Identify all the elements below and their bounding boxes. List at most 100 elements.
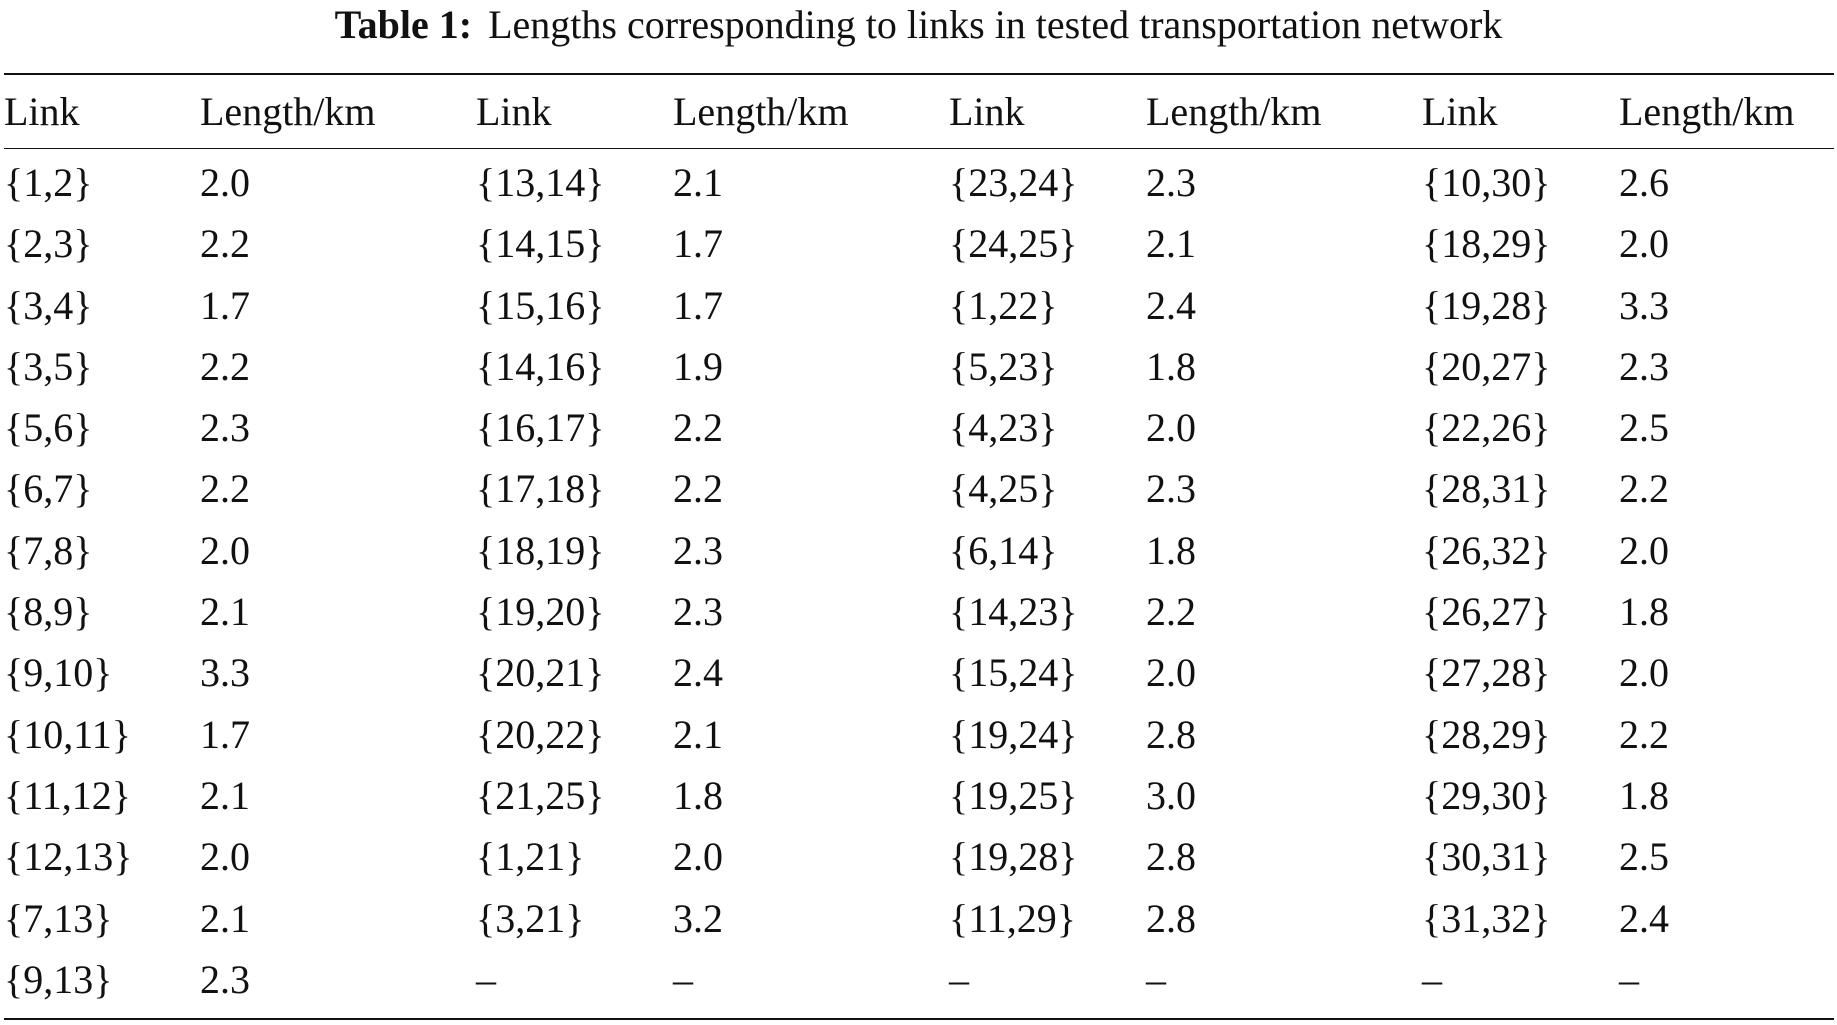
length-cell: 2.2 — [200, 466, 250, 512]
length-cell: 2.2 — [1619, 711, 1669, 757]
length-cell: 2.0 — [1619, 527, 1669, 573]
link-cell: {7,13} — [4, 895, 113, 941]
length-cell: 2.1 — [673, 160, 723, 205]
length-cell: 2.3 — [1146, 160, 1196, 205]
link-cell: – — [1422, 956, 1442, 1002]
link-cell: {6,7} — [4, 466, 93, 512]
table-row: {5,6} 2.3 {16,17} 2.2 {4,23} 2.0 {22,26} 2.5 — [4, 397, 1834, 458]
link-cell: {23,24} — [949, 160, 1078, 205]
link-cell: {1,21} — [476, 834, 585, 880]
link-cell: {20,22} — [476, 711, 605, 757]
link-length-table: Link Length/km Link Length/km Link Lengt… — [4, 75, 1834, 1010]
link-cell: {10,11} — [4, 711, 131, 757]
link-cell: {20,27} — [1422, 343, 1551, 389]
table-header-row: Link Length/km Link Length/km Link Lengt… — [4, 75, 1834, 148]
link-cell: {5,6} — [4, 405, 93, 451]
length-cell: 2.0 — [1146, 650, 1196, 696]
link-cell: {19,20} — [476, 589, 605, 635]
link-cell: {4,23} — [949, 405, 1058, 451]
length-cell: 1.7 — [673, 282, 723, 328]
length-cell: 1.8 — [1619, 772, 1669, 818]
table-row: {3,5} 2.2 {14,16} 1.9 {5,23} 1.8 {20,27} 2.3 — [4, 336, 1834, 397]
table-caption-text: Lengths corresponding to links in tested… — [488, 2, 1503, 47]
length-cell: 2.0 — [200, 527, 250, 573]
table-row: {9,13} 2.3 – – – – – – — [4, 949, 1834, 1010]
length-cell: 1.8 — [1146, 527, 1196, 573]
table-caption-label: Table 1: — [334, 2, 473, 47]
length-cell: 3.2 — [673, 895, 723, 941]
length-cell: 2.2 — [1146, 589, 1196, 635]
link-cell: {28,29} — [1422, 711, 1551, 757]
length-cell: 2.5 — [1619, 405, 1669, 451]
length-cell: 2.2 — [200, 221, 250, 267]
table-row: {11,12} 2.1 {21,25} 1.8 {19,25} 3.0 {29,30} 1.8 — [4, 765, 1834, 826]
length-cell: – — [1146, 956, 1166, 1002]
column-header: Link — [949, 89, 1025, 134]
length-cell: 2.4 — [1146, 282, 1196, 328]
table-body: {1,2} 2.0 {13,14} 2.1 {23,24} 2.3 {10,30} 2.6 {2… — [4, 148, 1834, 1010]
length-cell: 1.7 — [200, 282, 250, 328]
length-cell: 2.1 — [673, 711, 723, 757]
link-cell: {31,32} — [1422, 895, 1551, 941]
link-cell: {9,13} — [4, 956, 113, 1002]
link-cell: {18,29} — [1422, 221, 1551, 267]
link-cell: {2,3} — [4, 221, 93, 267]
length-cell: 2.4 — [673, 650, 723, 696]
link-cell: {26,32} — [1422, 527, 1551, 573]
link-cell: {20,21} — [476, 650, 605, 696]
link-cell: {9,10} — [4, 650, 113, 696]
link-cell: {1,2} — [4, 160, 93, 205]
link-cell: {3,21} — [476, 895, 585, 941]
table-top-rule — [4, 73, 1834, 75]
length-cell: 2.8 — [1146, 711, 1196, 757]
length-cell: 2.3 — [200, 956, 250, 1002]
length-cell: 2.0 — [673, 834, 723, 880]
length-cell: 2.2 — [673, 405, 723, 451]
link-cell: {19,28} — [949, 834, 1078, 880]
length-cell: – — [1619, 956, 1639, 1002]
table-caption: Table 1: Lengths corresponding to links i… — [0, 0, 1837, 50]
link-cell: {18,19} — [476, 527, 605, 573]
length-cell: 2.2 — [200, 343, 250, 389]
link-cell: {15,16} — [476, 282, 605, 328]
column-header: Link — [4, 89, 80, 134]
link-cell: {28,31} — [1422, 466, 1551, 512]
table-header-rule — [4, 148, 1834, 149]
link-cell: {26,27} — [1422, 589, 1551, 635]
length-cell: 2.2 — [1619, 466, 1669, 512]
link-cell: {17,18} — [476, 466, 605, 512]
link-cell: {4,25} — [949, 466, 1058, 512]
length-cell: 2.0 — [1619, 221, 1669, 267]
link-cell: – — [949, 956, 969, 1002]
link-cell: {5,23} — [949, 343, 1058, 389]
link-cell: {3,4} — [4, 282, 93, 328]
length-cell: 2.5 — [1619, 834, 1669, 880]
length-cell: 2.8 — [1146, 895, 1196, 941]
link-cell: {15,24} — [949, 650, 1078, 696]
table-row: {10,11} 1.7 {20,22} 2.1 {19,24} 2.8 {28,29} 2.2 — [4, 704, 1834, 765]
length-cell: 3.3 — [1619, 282, 1669, 328]
length-cell: 2.2 — [673, 466, 723, 512]
link-cell: – — [476, 956, 496, 1002]
link-cell: {7,8} — [4, 527, 93, 573]
link-cell: {13,14} — [476, 160, 605, 205]
column-header: Link — [1422, 89, 1498, 134]
length-cell: 1.7 — [673, 221, 723, 267]
link-cell: {22,26} — [1422, 405, 1551, 451]
link-cell: {29,30} — [1422, 772, 1551, 818]
column-header: Length/km — [673, 89, 849, 134]
table-row: {3,4} 1.7 {15,16} 1.7 {1,22} 2.4 {19,28} 3.3 — [4, 275, 1834, 336]
length-cell: 2.3 — [673, 527, 723, 573]
link-cell: {11,29} — [949, 895, 1076, 941]
link-cell: {19,28} — [1422, 282, 1551, 328]
length-cell: 2.3 — [200, 405, 250, 451]
table-row: {7,8} 2.0 {18,19} 2.3 {6,14} 1.8 {26,32} 2.0 — [4, 520, 1834, 581]
link-cell: {19,25} — [949, 772, 1078, 818]
link-cell: {3,5} — [4, 343, 93, 389]
length-cell: 2.1 — [200, 589, 250, 635]
length-cell: 2.6 — [1619, 160, 1669, 205]
column-header: Length/km — [1619, 89, 1795, 134]
length-cell: 1.8 — [1619, 589, 1669, 635]
length-cell: 1.8 — [1146, 343, 1196, 389]
link-cell: {21,25} — [476, 772, 605, 818]
